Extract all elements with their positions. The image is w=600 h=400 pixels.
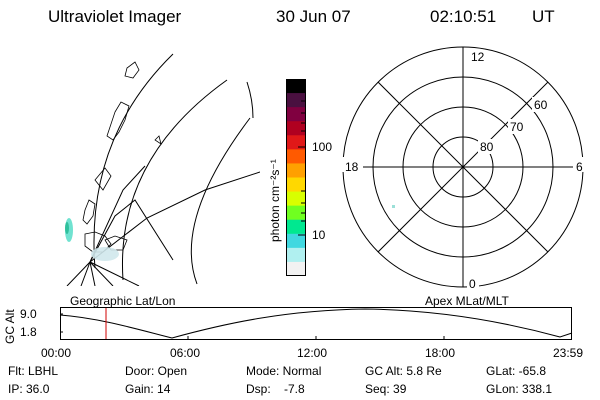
polar-lat-label: 70 xyxy=(510,120,524,134)
geographic-map xyxy=(65,53,260,286)
colorbar-band xyxy=(286,205,306,221)
altitude-ylabel: GC Alt xyxy=(3,309,17,344)
colorbar-band xyxy=(286,79,306,94)
colorbar-band xyxy=(286,261,306,276)
header-date: 30 Jun 07 xyxy=(276,7,351,26)
header-timezone: UT xyxy=(532,7,555,26)
time-axis-tick: 12:00 xyxy=(297,346,328,360)
polar-uv-emission xyxy=(392,205,395,208)
time-axis-tick: 18:00 xyxy=(425,346,456,360)
colorbar-band xyxy=(286,93,306,108)
colorbar-tick-label: 100 xyxy=(312,140,333,154)
map-uv-emission xyxy=(65,218,119,261)
status-dsp: Dsp: -7.8 xyxy=(246,382,305,396)
status-glon: GLon: 338.1 xyxy=(486,382,553,396)
colorbar-band xyxy=(286,149,306,164)
time-axis-tick: 06:00 xyxy=(170,346,201,360)
map-meridian xyxy=(89,199,174,263)
map-meridian xyxy=(80,261,91,286)
colorbar-band xyxy=(286,135,306,150)
map-meridian xyxy=(89,261,114,286)
colorbar-band xyxy=(286,219,306,235)
polar-caption: Apex MLat/MLT xyxy=(425,294,509,308)
colorbar-band xyxy=(286,247,306,263)
status-glat: GLat: -65.8 xyxy=(486,364,547,378)
polar-mlt-label: 6 xyxy=(576,160,583,174)
status-door: Door: Open xyxy=(125,364,188,378)
polar-lat-label: 80 xyxy=(480,140,494,154)
polar-axis xyxy=(377,81,549,253)
altitude-plot: 9.0 1.8 GC Alt xyxy=(3,307,573,344)
colorbar-unit-label: photon cm⁻²s⁻¹ xyxy=(268,159,282,242)
map-meridian xyxy=(89,261,96,286)
polar-plot: 12 18 6 0 60 70 80 xyxy=(341,46,585,290)
polar-mlt-label: 12 xyxy=(471,50,485,64)
map-meridian xyxy=(66,261,91,286)
status-gain: Gain: 14 xyxy=(125,382,171,396)
map-latitude-circle xyxy=(190,117,251,285)
colorbar-band xyxy=(286,191,306,207)
altitude-ytick: 1.8 xyxy=(20,325,37,339)
colorbar xyxy=(286,79,306,276)
map-meridian xyxy=(89,261,140,286)
status-gc-alt: GC Alt: 5.8 Re xyxy=(365,364,442,378)
status-seq: Seq: 39 xyxy=(365,382,407,396)
colorbar-tick-label: 10 xyxy=(312,228,326,242)
status-filter: Flt: LBHL xyxy=(8,364,59,378)
colorbar-band xyxy=(286,177,306,193)
map-latitude-circle xyxy=(121,79,228,281)
colorbar-band xyxy=(286,107,306,122)
map-meridian xyxy=(89,171,260,263)
time-axis-tick: 00:00 xyxy=(41,346,72,360)
altitude-plot-frame xyxy=(60,307,572,340)
geographic-caption: Geographic Lat/Lon xyxy=(70,294,176,308)
status-mode: Mode: Normal xyxy=(246,364,322,378)
polar-lat-label: 60 xyxy=(534,98,548,112)
colorbar-band xyxy=(286,163,306,178)
colorbar-band xyxy=(286,233,306,249)
map-latitude-circle xyxy=(93,53,174,269)
polar-mlt-label: 0 xyxy=(469,277,476,290)
polar-mlt-label: 18 xyxy=(345,160,359,174)
map-meridian xyxy=(89,165,146,263)
time-axis-tick: 23:59 xyxy=(553,346,584,360)
altitude-curve xyxy=(59,308,573,339)
status-ip: IP: 36.0 xyxy=(8,382,50,396)
map-latitude-circle xyxy=(246,81,254,119)
header-time: 02:10:51 xyxy=(430,7,497,26)
app-title: Ultraviolet Imager xyxy=(48,7,182,26)
altitude-ytick: 9.0 xyxy=(20,307,37,321)
colorbar-band xyxy=(286,121,306,136)
